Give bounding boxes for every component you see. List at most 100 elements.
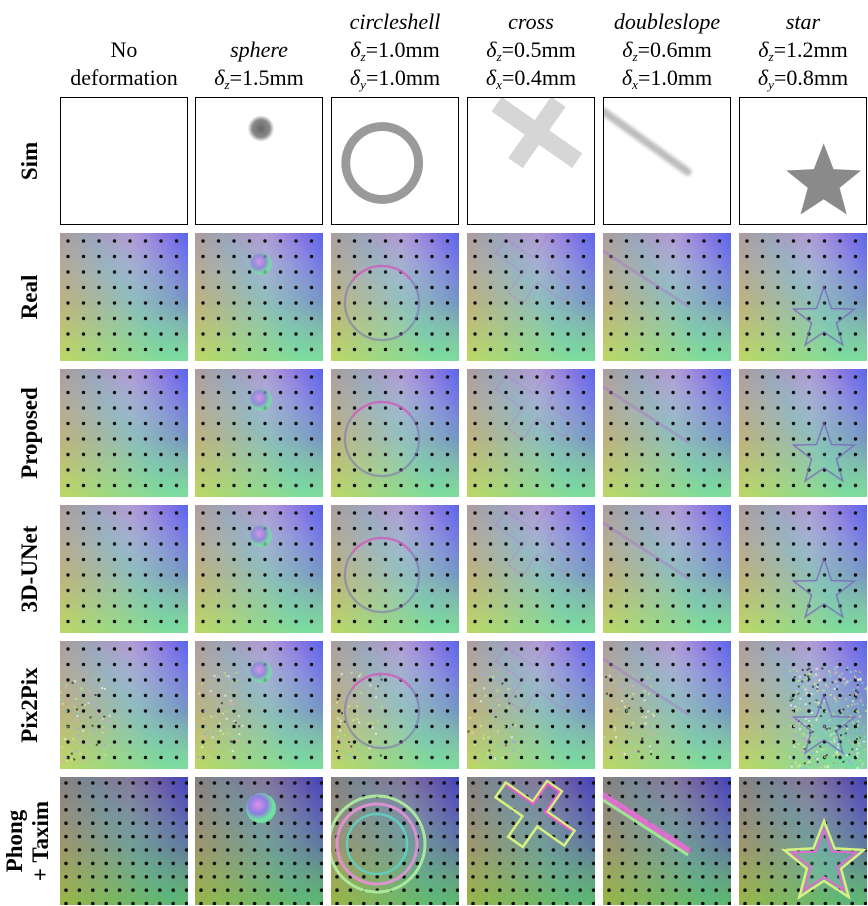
cell-sim-doubleslope bbox=[603, 97, 731, 225]
imprint-slope bbox=[603, 385, 690, 444]
marker-dots bbox=[609, 375, 722, 488]
imprint-star bbox=[791, 284, 857, 347]
column-header-doubleslope: doubleslope δz=0.6mm δx=1.0mm bbox=[587, 8, 747, 92]
marker-dots bbox=[66, 239, 179, 352]
row-label-sim: Sim bbox=[17, 141, 42, 181]
marker-dots bbox=[473, 647, 586, 760]
column-header-sphere: sphere δz=1.5mm bbox=[179, 36, 339, 92]
marker-dots bbox=[201, 511, 314, 624]
cell-unet-sphere bbox=[195, 505, 323, 633]
imprint-star bbox=[791, 420, 857, 483]
marker-dots bbox=[473, 375, 586, 488]
marker-dots bbox=[66, 511, 179, 624]
cell-proposed-circleshell bbox=[331, 369, 459, 497]
cell-proposed-star bbox=[739, 369, 867, 497]
imprint-cross bbox=[494, 507, 576, 577]
cell-sim-cross bbox=[467, 97, 595, 225]
row-label-proposed: Proposed bbox=[17, 387, 42, 479]
marker-dots bbox=[609, 239, 722, 352]
imprint-sphere bbox=[246, 793, 276, 823]
marker-dots bbox=[66, 375, 179, 488]
slope-shape bbox=[604, 107, 692, 176]
column-header-cross: cross δz=0.5mm δx=0.4mm bbox=[451, 8, 611, 92]
cell-real-nodef bbox=[60, 233, 188, 361]
column-name: star bbox=[785, 9, 821, 34]
cell-sim-circleshell bbox=[331, 97, 459, 225]
marker-dots bbox=[745, 239, 858, 352]
column-name: doubleslope bbox=[613, 9, 721, 34]
marker-dots bbox=[66, 647, 179, 760]
column-name: cross bbox=[508, 9, 554, 34]
marker-dots bbox=[337, 511, 450, 624]
marker-dots bbox=[609, 511, 722, 624]
star-shape bbox=[786, 143, 862, 215]
row-label-unet: 3D-UNet bbox=[17, 525, 42, 613]
cell-unet-star bbox=[739, 505, 867, 633]
imprint-slope bbox=[603, 657, 690, 716]
ring-shape bbox=[341, 122, 424, 204]
cell-pix2pix-doubleslope bbox=[603, 641, 731, 769]
noise-artifacts bbox=[332, 671, 383, 763]
cell-pix2pix-nodef bbox=[60, 641, 188, 769]
noise-artifacts bbox=[60, 672, 111, 763]
cell-pix2pix-circleshell bbox=[331, 641, 459, 769]
marker-dots bbox=[473, 239, 586, 352]
cell-proposed-nodef bbox=[60, 369, 188, 497]
imprint-slope bbox=[603, 792, 691, 853]
deformation-param: δx=0.4mm bbox=[485, 65, 577, 92]
cell-proposed-sphere bbox=[195, 369, 323, 497]
cell-real-sphere bbox=[195, 233, 323, 361]
deformation-param: δz=1.0mm bbox=[350, 37, 440, 64]
noise-artifacts bbox=[467, 671, 518, 762]
cell-proposed-doubleslope bbox=[603, 369, 731, 497]
column-name: sphere bbox=[230, 37, 288, 62]
deformation-param: δz=1.2mm bbox=[758, 37, 848, 64]
imprint-sphere bbox=[250, 253, 272, 275]
column-header-circleshell: circleshell δz=1.0mm δy=1.0mm bbox=[315, 8, 475, 92]
cell-pix2pix-cross bbox=[467, 641, 595, 769]
row-label-real: Real bbox=[17, 274, 42, 320]
deformation-param: δy=0.8mm bbox=[757, 65, 849, 92]
imprint-cross bbox=[494, 235, 576, 305]
imprint-cross bbox=[493, 779, 577, 849]
imprint-cross bbox=[494, 643, 576, 713]
column-header-nodef: No deformation bbox=[44, 36, 204, 92]
cell-sim-star bbox=[739, 97, 867, 225]
marker-dots bbox=[64, 781, 188, 905]
cell-sim-nodef bbox=[60, 97, 188, 225]
column-header-star: star δz=1.2mm δy=0.8mm bbox=[723, 8, 868, 92]
cell-pix2pix-sphere bbox=[195, 641, 323, 769]
cell-unet-nodef bbox=[60, 505, 188, 633]
row-label-phong: Phong + Taxim bbox=[2, 800, 53, 882]
deformation-param: δy=1.0mm bbox=[349, 65, 441, 92]
marker-dots bbox=[337, 239, 450, 352]
cell-phong-circleshell bbox=[331, 777, 459, 905]
noise-artifacts bbox=[603, 672, 655, 759]
marker-dots bbox=[337, 375, 450, 488]
imprint-sphere bbox=[250, 525, 272, 547]
deformation-param: δz=0.6mm bbox=[622, 37, 712, 64]
cell-unet-cross bbox=[467, 505, 595, 633]
imprint-star bbox=[791, 556, 857, 619]
cell-real-doubleslope bbox=[603, 233, 731, 361]
imprint-slope bbox=[603, 249, 690, 308]
marker-dots bbox=[745, 375, 858, 488]
cell-phong-star bbox=[739, 777, 867, 905]
imprint-sphere bbox=[250, 661, 272, 683]
marker-dots bbox=[745, 511, 858, 624]
cell-unet-doubleslope bbox=[603, 505, 731, 633]
marker-dots bbox=[201, 375, 314, 488]
cross-shape bbox=[491, 98, 583, 169]
column-header-line: No bbox=[110, 37, 138, 62]
column-name: circleshell bbox=[349, 9, 441, 34]
deformation-param: δz=0.5mm bbox=[486, 37, 576, 64]
marker-dots bbox=[609, 647, 722, 760]
cell-real-circleshell bbox=[331, 233, 459, 361]
marker-dots bbox=[471, 781, 595, 905]
cell-phong-nodef bbox=[60, 777, 188, 905]
noise-artifacts bbox=[195, 671, 244, 760]
cell-pix2pix-star bbox=[739, 641, 867, 769]
marker-dots bbox=[199, 781, 323, 905]
cell-unet-circleshell bbox=[331, 505, 459, 633]
column-header-line: deformation bbox=[70, 65, 178, 90]
